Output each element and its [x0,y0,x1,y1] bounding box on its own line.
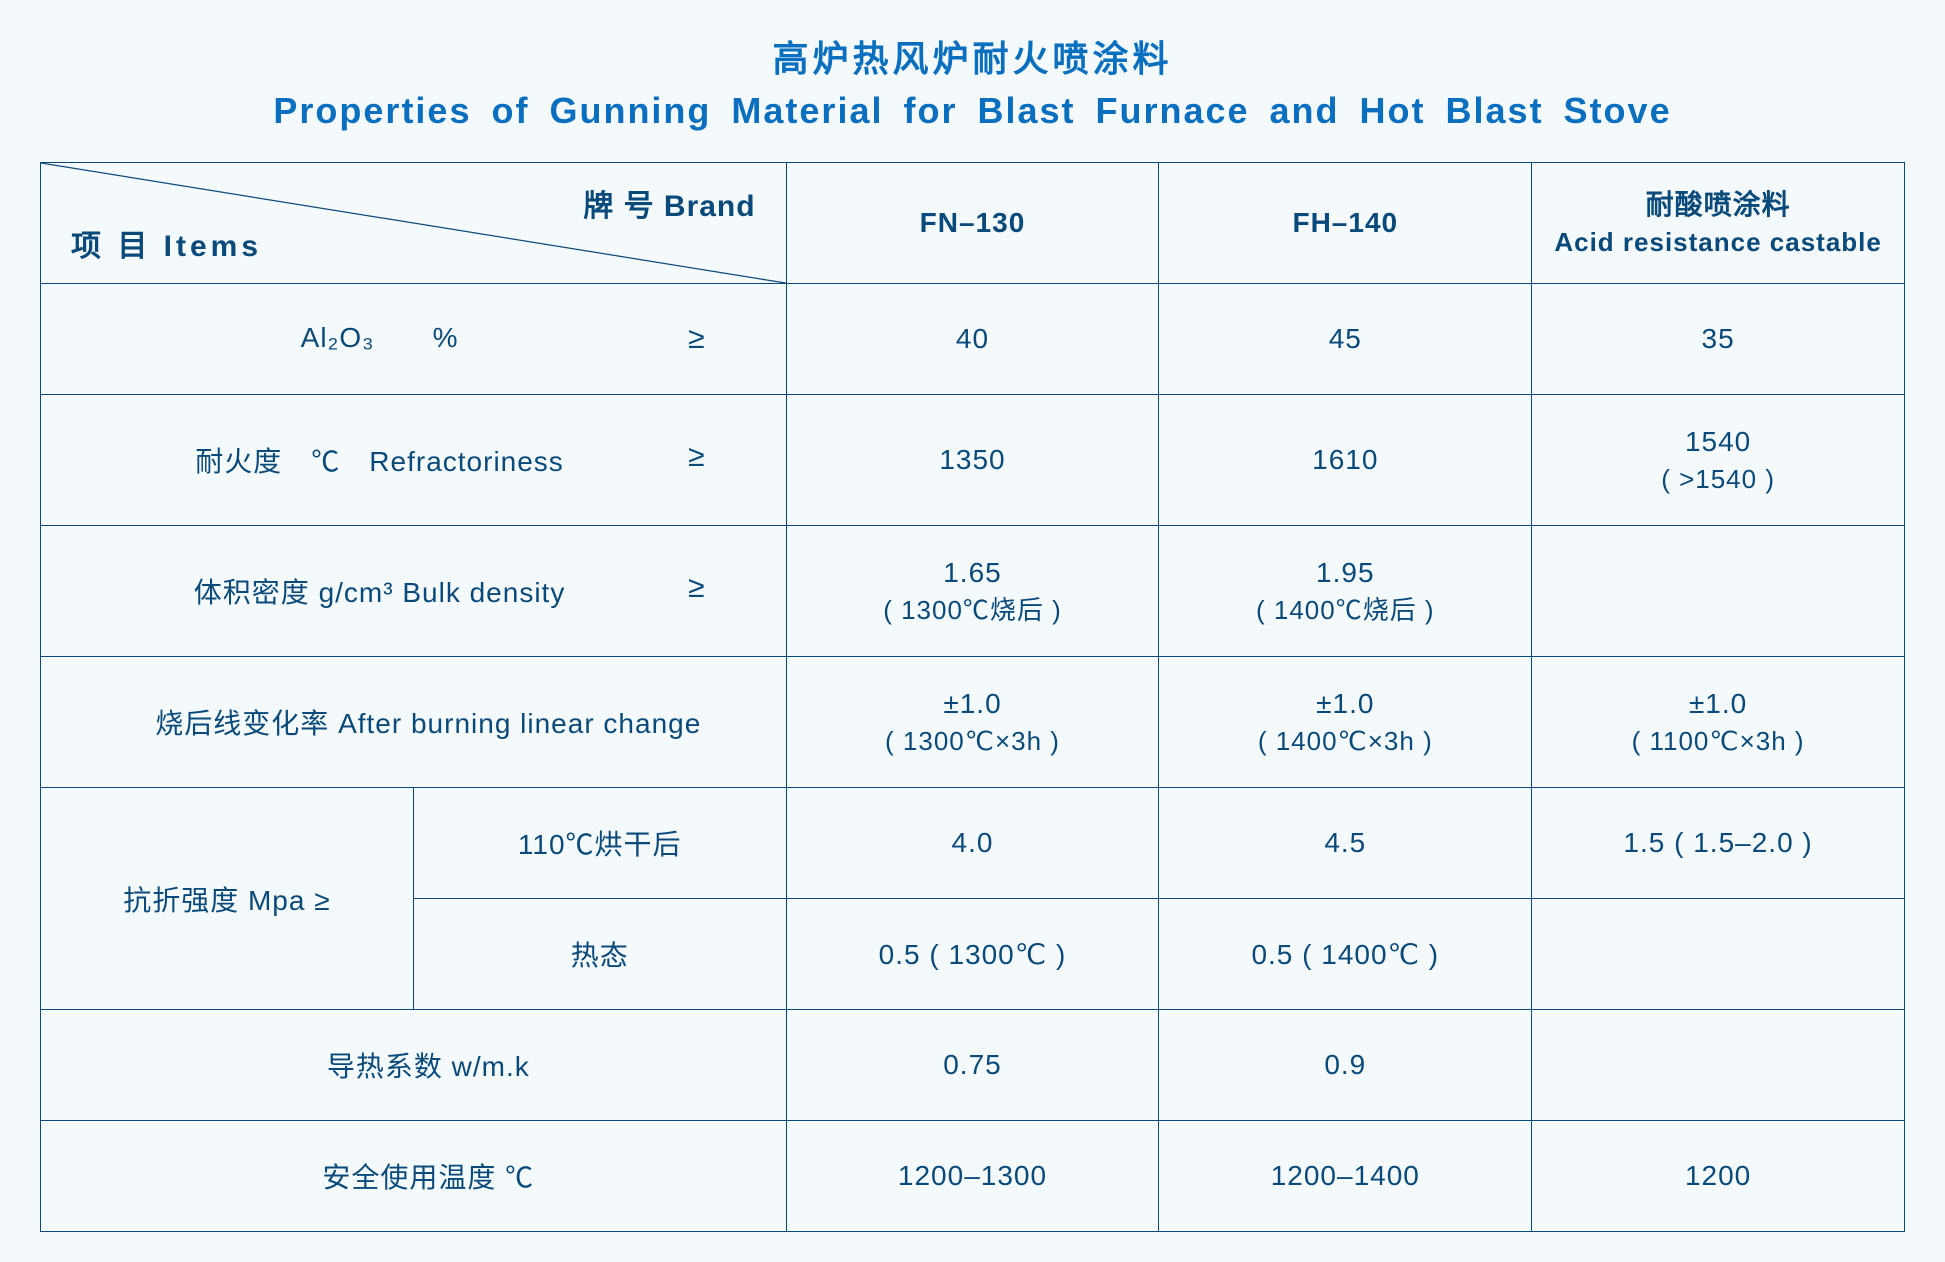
header-col-acid-cn: 耐酸喷涂料 [1646,189,1791,220]
header-col-fh140: FH–140 [1159,163,1532,284]
cell-linear-change-label: 烧后线变化率 After burning linear change [41,657,787,788]
title-english: Properties of Gunning Material for Blast… [40,90,1905,132]
linear-change-c2-l1: ±1.0 [1316,688,1374,719]
bulk-density-c1-l2: ( 1300℃烧后 ) [787,592,1159,628]
cell-thermal-cond-c3 [1532,1010,1905,1121]
linear-change-c1-l1: ±1.0 [943,688,1001,719]
title-block: 高炉热风炉耐火喷涂料 Properties of Gunning Materia… [40,30,1905,132]
cell-flexural-hot-c3 [1532,899,1905,1010]
linear-change-c2-l2: ( 1400℃×3h ) [1159,723,1531,759]
cell-bulk-density-c1: 1.65 ( 1300℃烧后 ) [786,526,1159,657]
cell-al2o3-c3: 35 [1532,284,1905,395]
thermal-cond-label-text: 导热系数 w/m.k [327,1051,530,1082]
bulk-density-c2-l2: ( 1400℃烧后 ) [1159,592,1531,628]
properties-table: 牌 号 Brand 项 目 Items FN–130 FH–140 耐酸喷涂料 … [40,162,1905,1232]
header-brand-label: 牌 号 Brand [583,181,755,225]
row-bulk-density: 体积密度 g/cm³ Bulk density ≥ 1.65 ( 1300℃烧后… [41,526,1905,657]
bulk-density-c1-l1: 1.65 [943,557,1002,588]
header-col-fn130: FN–130 [786,163,1159,284]
cell-linear-change-c1: ±1.0 ( 1300℃×3h ) [786,657,1159,788]
cell-linear-change-c2: ±1.0 ( 1400℃×3h ) [1159,657,1532,788]
header-col-acid: 耐酸喷涂料 Acid resistance castable [1532,163,1905,284]
cell-safe-temp-label: 安全使用温度 ℃ [41,1121,787,1232]
refractoriness-c3-l1: 1540 [1685,426,1751,457]
header-col-acid-en: Acid resistance castable [1532,224,1904,260]
cell-flexural-hot-c2: 0.5 ( 1400℃ ) [1159,899,1532,1010]
refractoriness-label-text: 耐火度 ℃ Refractoriness [195,446,564,477]
cell-thermal-cond-c1: 0.75 [786,1010,1159,1121]
title-chinese: 高炉热风炉耐火喷涂料 [40,30,1905,82]
cell-flexural-group-label: 抗折强度 Mpa ≥ [41,788,414,1010]
row-al2o3: Al₂O₃ % ≥ 40 45 35 [41,284,1905,395]
row-linear-change: 烧后线变化率 After burning linear change ±1.0 … [41,657,1905,788]
linear-change-c1-l2: ( 1300℃×3h ) [787,723,1159,759]
al2o3-operator: ≥ [688,322,785,356]
cell-linear-change-c3: ±1.0 ( 1100℃×3h ) [1532,657,1905,788]
bulk-density-c2-l1: 1.95 [1316,557,1375,588]
cell-bulk-density-label: 体积密度 g/cm³ Bulk density ≥ [41,526,787,657]
row-flexural-dry: 抗折强度 Mpa ≥ 110℃烘干后 4.0 4.5 1.5 ( 1.5–2.0… [41,788,1905,899]
cell-flexural-dry-c2: 4.5 [1159,788,1532,899]
cell-flexural-dry-c1: 4.0 [786,788,1159,899]
bulk-density-label-text: 体积密度 g/cm³ Bulk density [194,577,566,608]
row-refractoriness: 耐火度 ℃ Refractoriness ≥ 1350 1610 1540 ( … [41,395,1905,526]
cell-flexural-hot-c1: 0.5 ( 1300℃ ) [786,899,1159,1010]
cell-al2o3-c2: 45 [1159,284,1532,395]
cell-al2o3-label: Al₂O₃ % ≥ [41,284,787,395]
refractoriness-operator: ≥ [688,440,785,474]
safe-temp-label-text: 安全使用温度 ℃ [322,1162,534,1193]
linear-change-label-text: 烧后线变化率 After burning linear change [155,708,701,739]
cell-thermal-cond-label: 导热系数 w/m.k [41,1010,787,1121]
al2o3-label-text: Al₂O₃ % [301,322,459,353]
cell-refractoriness-c1: 1350 [786,395,1159,526]
cell-bulk-density-c2: 1.95 ( 1400℃烧后 ) [1159,526,1532,657]
cell-refractoriness-c3: 1540 ( >1540 ) [1532,395,1905,526]
cell-thermal-cond-c2: 0.9 [1159,1010,1532,1121]
cell-flexural-dry-label: 110℃烘干后 [413,788,786,899]
cell-safe-temp-c3: 1200 [1532,1121,1905,1232]
cell-al2o3-c1: 40 [786,284,1159,395]
cell-flexural-hot-label: 热态 [413,899,786,1010]
cell-refractoriness-c2: 1610 [1159,395,1532,526]
refractoriness-c3-l2: ( >1540 ) [1532,461,1904,497]
linear-change-c3-l2: ( 1100℃×3h ) [1532,723,1904,759]
cell-bulk-density-c3 [1532,526,1905,657]
header-items-label: 项 目 Items [71,221,262,265]
cell-refractoriness-label: 耐火度 ℃ Refractoriness ≥ [41,395,787,526]
linear-change-c3-l1: ±1.0 [1689,688,1747,719]
bulk-density-operator: ≥ [688,571,785,605]
header-row: 牌 号 Brand 项 目 Items FN–130 FH–140 耐酸喷涂料 … [41,163,1905,284]
row-thermal-cond: 导热系数 w/m.k 0.75 0.9 [41,1010,1905,1121]
header-diagonal-cell: 牌 号 Brand 项 目 Items [41,163,787,284]
cell-safe-temp-c1: 1200–1300 [786,1121,1159,1232]
row-safe-temp: 安全使用温度 ℃ 1200–1300 1200–1400 1200 [41,1121,1905,1232]
cell-flexural-dry-c3: 1.5 ( 1.5–2.0 ) [1532,788,1905,899]
cell-safe-temp-c2: 1200–1400 [1159,1121,1532,1232]
